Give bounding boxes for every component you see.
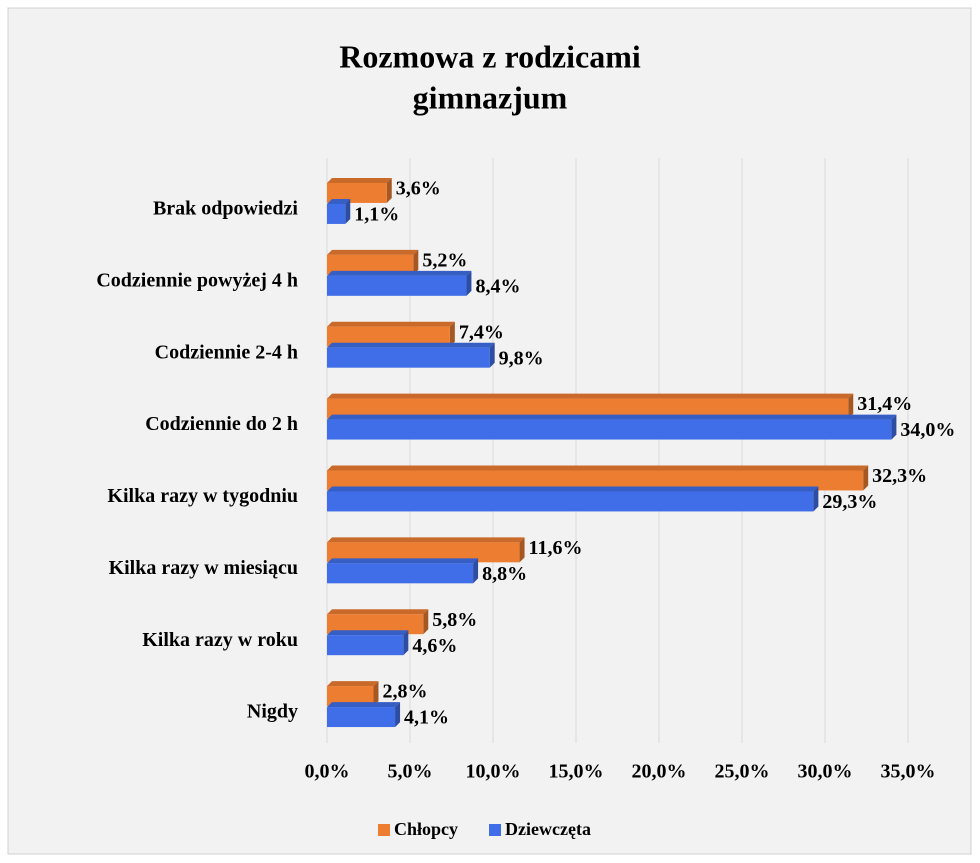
y-tick-label: Codziennie powyżej 4 h bbox=[96, 269, 298, 291]
bar bbox=[327, 707, 396, 728]
chart-subtitle: gimnazjum bbox=[413, 79, 568, 115]
value-label: 5,2% bbox=[422, 249, 467, 271]
x-tick-label: 30,0% bbox=[798, 761, 853, 783]
legend-swatch bbox=[489, 824, 501, 836]
bar-side bbox=[466, 270, 472, 296]
value-label: 9,8% bbox=[499, 347, 544, 369]
value-label: 11,6% bbox=[529, 537, 583, 559]
bar bbox=[327, 398, 849, 419]
bar-side bbox=[395, 702, 401, 728]
bar-top bbox=[327, 393, 854, 399]
x-tick-label: 10,0% bbox=[466, 761, 521, 783]
bar-top bbox=[327, 270, 472, 276]
bar-top bbox=[327, 681, 379, 687]
bar bbox=[327, 614, 424, 635]
bar-top bbox=[327, 177, 392, 183]
x-tick-label: 35,0% bbox=[881, 761, 936, 783]
bar bbox=[327, 563, 474, 584]
value-label: 7,4% bbox=[459, 321, 504, 343]
legend-swatch bbox=[378, 824, 390, 836]
y-tick-label: Kilka razy w roku bbox=[142, 629, 298, 651]
bar-side bbox=[423, 609, 429, 635]
bar-top bbox=[327, 630, 409, 636]
value-label: 4,1% bbox=[404, 707, 449, 729]
bar-top bbox=[327, 249, 419, 255]
bar-top bbox=[327, 609, 429, 615]
bar bbox=[327, 203, 346, 224]
bar bbox=[327, 347, 490, 368]
bar-top bbox=[327, 486, 819, 492]
value-label: 8,4% bbox=[475, 275, 520, 297]
value-label: 2,8% bbox=[382, 681, 427, 703]
bar-side bbox=[813, 486, 819, 512]
y-tick-label: Brak odpowiedzi bbox=[153, 198, 298, 220]
bar-top bbox=[327, 321, 455, 327]
bar-side bbox=[345, 198, 351, 224]
bar bbox=[327, 491, 814, 512]
bar-top bbox=[327, 342, 495, 348]
value-label: 5,8% bbox=[432, 609, 477, 631]
value-label: 34,0% bbox=[900, 419, 955, 441]
legend-label: Chłopcy bbox=[394, 819, 458, 839]
bar-side bbox=[519, 537, 525, 563]
bar-side bbox=[413, 249, 419, 275]
legend-label: Dziewczęta bbox=[505, 819, 591, 839]
value-label: 4,6% bbox=[412, 635, 457, 657]
bar bbox=[327, 635, 404, 656]
bar bbox=[327, 275, 467, 296]
value-label: 29,3% bbox=[822, 491, 877, 513]
bar-top bbox=[327, 537, 525, 543]
value-label: 1,1% bbox=[354, 204, 399, 226]
y-tick-label: Kilka razy w miesiącu bbox=[109, 557, 298, 579]
x-tick-label: 15,0% bbox=[549, 761, 604, 783]
bar-side bbox=[386, 177, 392, 203]
bar-side bbox=[403, 630, 409, 656]
y-tick-label: Kilka razy w tygodniu bbox=[107, 485, 298, 507]
bar-side bbox=[449, 321, 455, 347]
bar bbox=[327, 254, 414, 275]
bar bbox=[327, 542, 520, 563]
value-label: 32,3% bbox=[872, 465, 927, 487]
y-tick-label: Codziennie do 2 h bbox=[145, 413, 298, 435]
value-label: 8,8% bbox=[482, 563, 527, 585]
bar bbox=[327, 686, 374, 707]
chart-title: Rozmowa z rodzicami bbox=[339, 38, 641, 74]
bar bbox=[327, 182, 387, 203]
bar-top bbox=[327, 702, 401, 708]
value-label: 3,6% bbox=[396, 178, 441, 200]
x-tick-label: 20,0% bbox=[632, 761, 687, 783]
bar-side bbox=[489, 342, 495, 368]
bar-side bbox=[373, 681, 379, 707]
bar bbox=[327, 470, 864, 491]
bar-side bbox=[473, 558, 479, 584]
y-tick-label: Nigdy bbox=[247, 701, 298, 723]
x-tick-label: 25,0% bbox=[715, 761, 770, 783]
bar-top bbox=[327, 198, 351, 204]
bar-side bbox=[891, 414, 897, 440]
bar bbox=[327, 326, 450, 347]
bar-top bbox=[327, 414, 897, 420]
bar-side bbox=[848, 393, 854, 419]
x-tick-label: 5,0% bbox=[388, 761, 433, 783]
bar-side bbox=[863, 465, 869, 491]
bar-top bbox=[327, 465, 869, 471]
x-tick-label: 0,0% bbox=[305, 761, 350, 783]
bar bbox=[327, 419, 892, 440]
bar-top bbox=[327, 558, 479, 564]
y-tick-label: Codziennie 2-4 h bbox=[155, 341, 298, 363]
value-label: 31,4% bbox=[857, 393, 912, 415]
